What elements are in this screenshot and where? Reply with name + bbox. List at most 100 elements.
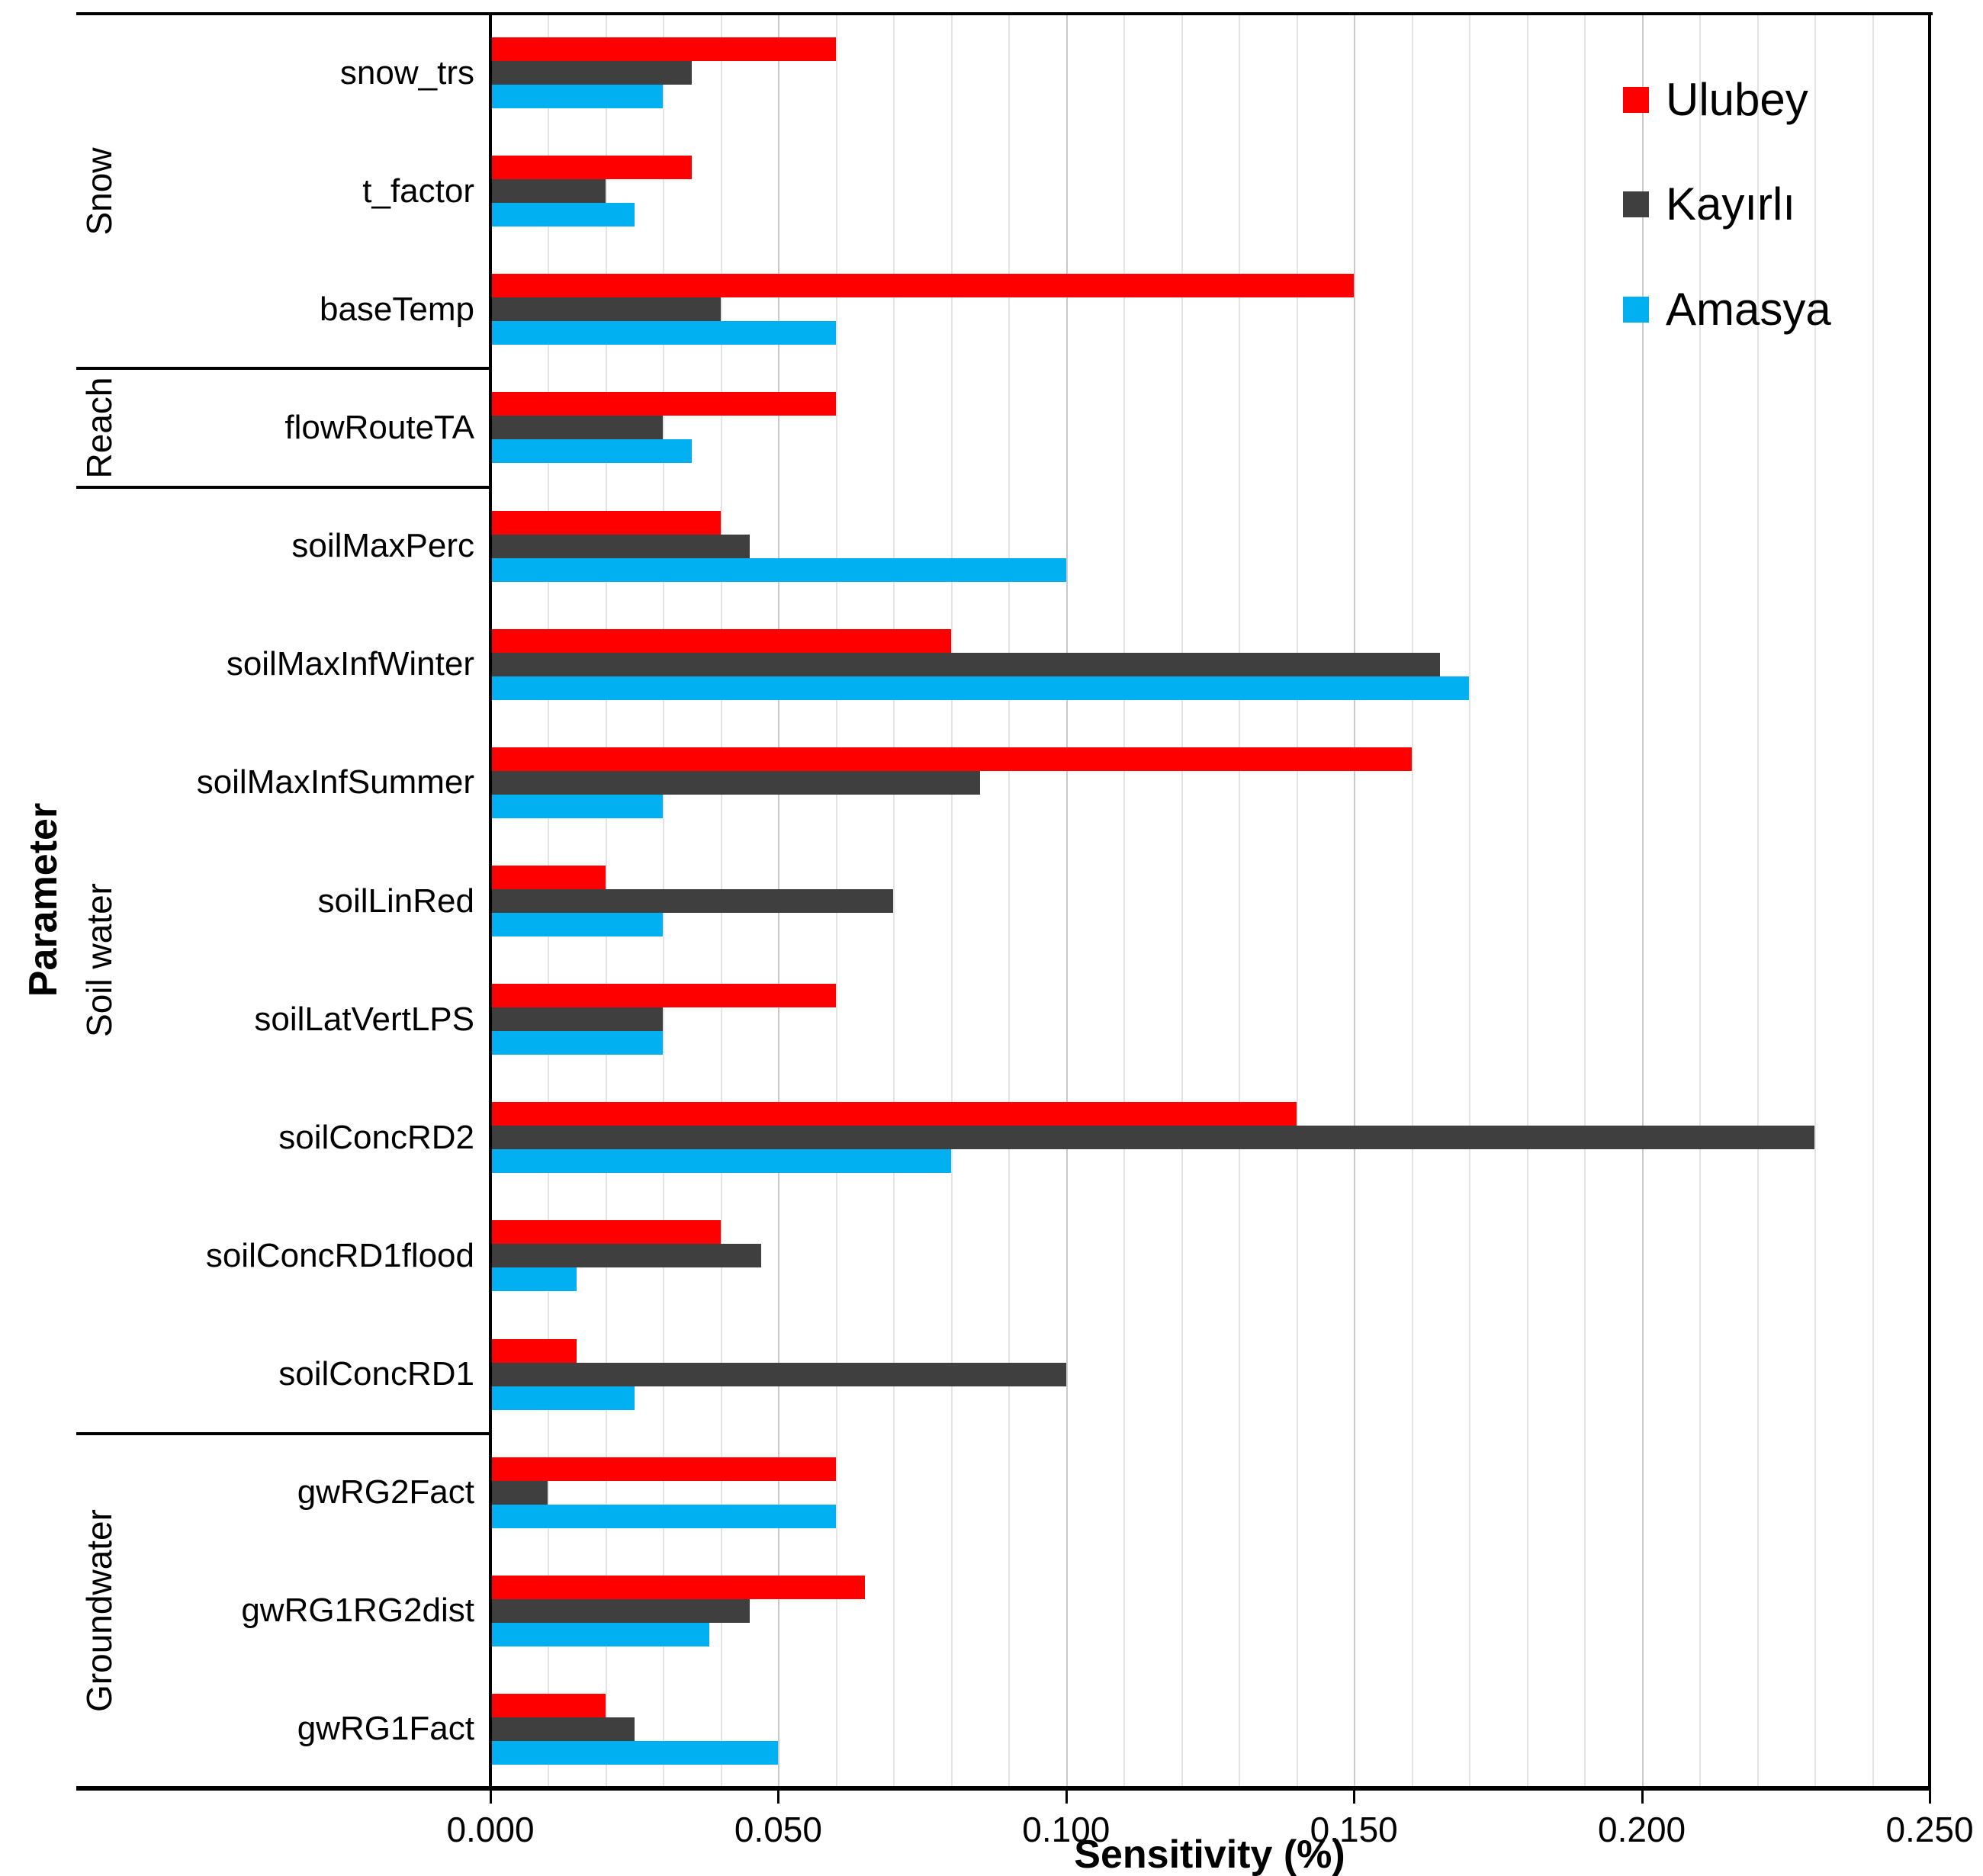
- bar-soilConcRD1flood-kayırlı: [491, 1244, 761, 1268]
- bar-soilConcRD2-ulubey: [491, 1102, 1297, 1126]
- bar-soilLatVertLPS-kayırlı: [491, 1007, 664, 1032]
- x-tick-mark: [1065, 1788, 1068, 1804]
- legend-swatch-ulubey: [1623, 87, 1649, 113]
- bar-soilLatVertLPS-amasya: [491, 1031, 664, 1055]
- minor-gridline: [1296, 14, 1298, 1788]
- legend-label-kayirli: Kayırlı: [1666, 178, 1796, 230]
- bar-gwRG1RG2dist-amasya: [491, 1622, 709, 1646]
- bar-t_factor-kayırlı: [491, 179, 606, 204]
- bar-snow_trs-kayırlı: [491, 61, 693, 85]
- bar-baseTemp-ulubey: [491, 274, 1355, 298]
- major-gridline: [1065, 14, 1068, 1788]
- legend-item-kayirli: Kayırlı: [1623, 181, 1795, 227]
- x-tick-label-0.050: 0.050: [734, 1810, 822, 1849]
- bar-flowRouteTA-amasya: [491, 439, 693, 464]
- x-tick-label-0.000: 0.000: [446, 1810, 535, 1849]
- bar-soilLinRed-amasya: [491, 913, 664, 936]
- plot-right-border: [1928, 12, 1931, 1789]
- minor-gridline: [1699, 14, 1702, 1788]
- bar-soilMaxInfWinter-kayırlı: [491, 652, 1441, 676]
- bar-gwRG1RG2dist-ulubey: [491, 1575, 865, 1599]
- bar-soilLinRed-kayırlı: [491, 889, 894, 913]
- param-label-gwRG2Fact: gwRG2Fact: [297, 1473, 474, 1511]
- param-label-flowRouteTA: flowRouteTA: [284, 408, 474, 446]
- minor-gridline: [1123, 14, 1126, 1788]
- minor-gridline: [1814, 14, 1817, 1788]
- group-separator: [76, 485, 492, 489]
- x-tick-label-0.150: 0.150: [1310, 1810, 1398, 1849]
- param-label-soilConcRD1flood: soilConcRD1flood: [205, 1236, 474, 1274]
- bar-gwRG1Fact-ulubey: [491, 1693, 606, 1717]
- param-label-soilLinRed: soilLinRed: [317, 882, 474, 920]
- bar-soilMaxInfWinter-amasya: [491, 676, 1470, 700]
- bar-soilMaxPerc-amasya: [491, 557, 1066, 582]
- legend-swatch-kayirli: [1623, 191, 1649, 217]
- legend-swatch-amasya: [1623, 297, 1649, 323]
- param-label-soilConcRD1: soilConcRD1: [278, 1355, 474, 1393]
- x-tick-label-0.200: 0.200: [1598, 1810, 1686, 1849]
- minor-gridline: [1008, 14, 1011, 1788]
- legend-item-amasya: Amasya: [1623, 287, 1831, 332]
- x-axis-title: Sensitivity (%): [1074, 1833, 1345, 1876]
- param-label-gwRG1Fact: gwRG1Fact: [297, 1710, 474, 1748]
- param-label-snow_trs: snow_trs: [339, 53, 474, 92]
- legend-label-ulubey: Ulubey: [1666, 74, 1808, 125]
- bar-gwRG2Fact-ulubey: [491, 1457, 836, 1481]
- minor-gridline: [1526, 14, 1528, 1788]
- bar-soilMaxPerc-kayırlı: [491, 534, 750, 558]
- minor-gridline: [1584, 14, 1586, 1788]
- minor-gridline: [1181, 14, 1183, 1788]
- y-axis-title: Parameter: [21, 802, 66, 997]
- param-label-soilLatVertLPS: soilLatVertLPS: [254, 1000, 474, 1038]
- param-label-soilConcRD2: soilConcRD2: [278, 1118, 474, 1156]
- minor-gridline: [1872, 14, 1874, 1788]
- bar-soilMaxInfSummer-kayırlı: [491, 770, 980, 795]
- bar-baseTemp-kayırlı: [491, 297, 721, 322]
- minor-gridline: [1756, 14, 1759, 1788]
- param-label-t_factor: t_factor: [362, 172, 474, 210]
- plot-top-border: [76, 12, 1933, 15]
- bar-flowRouteTA-ulubey: [491, 392, 836, 416]
- minor-gridline: [950, 14, 953, 1788]
- bar-soilLinRed-ulubey: [491, 866, 606, 889]
- bar-soilMaxPerc-ulubey: [491, 510, 721, 535]
- bar-gwRG2Fact-amasya: [491, 1504, 836, 1528]
- x-tick-mark: [1929, 1788, 1931, 1804]
- bar-soilConcRD1flood-ulubey: [491, 1220, 721, 1245]
- group-separator: [76, 1431, 492, 1435]
- param-label-gwRG1RG2dist: gwRG1RG2dist: [241, 1592, 474, 1630]
- bar-soilMaxInfSummer-amasya: [491, 794, 664, 818]
- bar-gwRG2Fact-kayırlı: [491, 1480, 548, 1505]
- bar-soilConcRD2-amasya: [491, 1149, 951, 1174]
- minor-gridline: [1469, 14, 1471, 1788]
- bar-snow_trs-ulubey: [491, 37, 836, 62]
- x-axis-line: [76, 1786, 1931, 1791]
- param-label-soilMaxInfWinter: soilMaxInfWinter: [226, 645, 474, 683]
- param-label-soilMaxPerc: soilMaxPerc: [291, 527, 474, 565]
- plot-left-border: [489, 12, 492, 1789]
- bar-soilMaxInfSummer-ulubey: [491, 747, 1412, 771]
- bar-gwRG1RG2dist-kayırlı: [491, 1598, 750, 1623]
- bar-t_factor-ulubey: [491, 156, 693, 180]
- bar-t_factor-amasya: [491, 203, 635, 227]
- minor-gridline: [1411, 14, 1413, 1788]
- bar-soilConcRD1-kayırlı: [491, 1362, 1066, 1386]
- x-tick-mark: [1641, 1788, 1644, 1804]
- bar-soilLatVertLPS-ulubey: [491, 984, 836, 1008]
- bar-flowRouteTA-kayırlı: [491, 416, 664, 440]
- major-gridline: [1354, 14, 1356, 1788]
- bar-soilMaxInfWinter-ulubey: [491, 628, 951, 653]
- x-tick-label-0.100: 0.100: [1022, 1810, 1110, 1849]
- legend-item-ulubey: Ulubey: [1623, 77, 1808, 123]
- bar-soilConcRD1-amasya: [491, 1386, 635, 1410]
- minor-gridline: [893, 14, 895, 1788]
- param-label-soilMaxInfSummer: soilMaxInfSummer: [196, 763, 474, 801]
- bar-soilConcRD1-ulubey: [491, 1338, 577, 1363]
- legend-label-amasya: Amasya: [1666, 284, 1831, 335]
- minor-gridline: [1239, 14, 1241, 1788]
- x-tick-mark: [490, 1788, 492, 1804]
- bar-gwRG1Fact-kayırlı: [491, 1717, 635, 1741]
- x-tick-mark: [1353, 1788, 1356, 1804]
- bar-snow_trs-amasya: [491, 85, 664, 109]
